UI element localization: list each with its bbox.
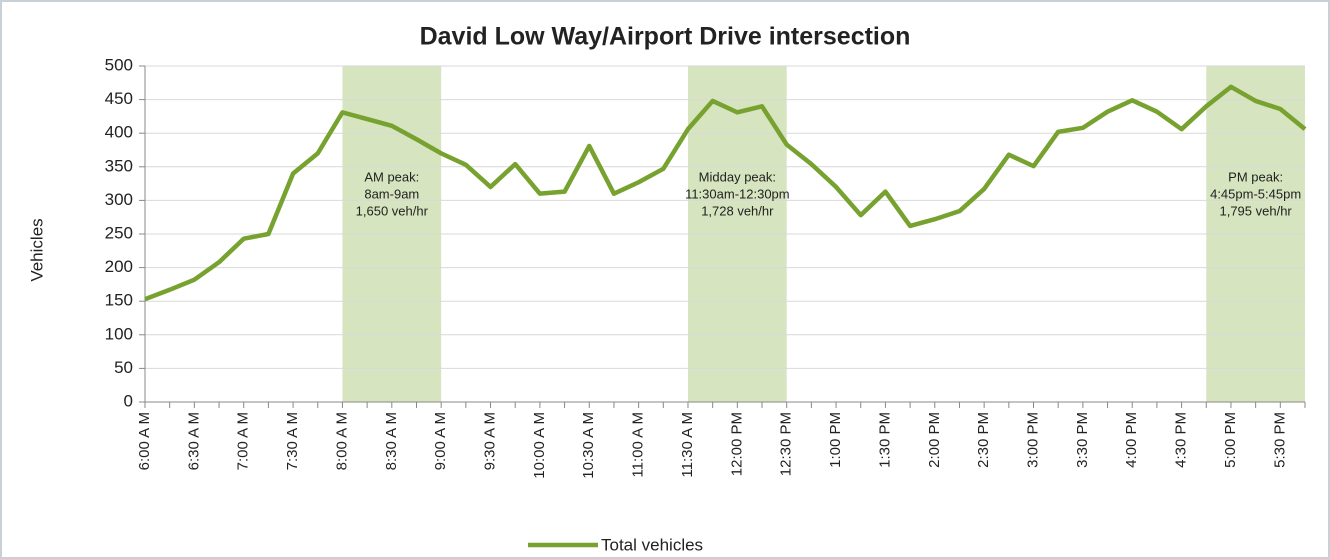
chart-title: David Low Way/Airport Drive intersection	[420, 23, 911, 51]
y-tick-label: 100	[105, 324, 133, 343]
x-tick-label: 11:00 A M	[630, 412, 647, 478]
x-tick-label: 1:30 PM	[876, 412, 893, 468]
x-tick-label: 8:00 A M	[333, 412, 350, 470]
x-tick-label: 7:00 A M	[235, 412, 252, 470]
x-tick-label: 5:00 PM	[1222, 412, 1239, 468]
data-line	[144, 84, 1307, 302]
x-tick-label: 10:30 A M	[580, 412, 597, 479]
y-axis-label: Vehicles	[27, 218, 46, 281]
x-tick-label: 6:30 A M	[185, 412, 202, 470]
x-tick-label: 6:00 A M	[136, 412, 153, 470]
y-tick-label: 50	[114, 358, 133, 377]
x-tick-label: 7:30 A M	[284, 412, 301, 470]
y-tick-label: 350	[105, 156, 133, 175]
peak-annotation: 1,728 veh/hr	[701, 203, 774, 218]
x-tick-label: 9:00 A M	[432, 412, 449, 470]
x-tick-label: 3:00 PM	[1024, 412, 1041, 468]
x-tick-label: 9:30 A M	[482, 412, 499, 470]
peak-annotation: 1,650 veh/hr	[356, 203, 429, 218]
y-tick-label: 0	[124, 391, 133, 410]
x-tick-label: 11:30 A M	[679, 412, 696, 478]
y-tick-label: 250	[105, 223, 133, 242]
y-tick-label: 300	[105, 190, 133, 209]
peak-annotation: 1,795 veh/hr	[1219, 203, 1292, 218]
legend-label: Total vehicles	[601, 535, 703, 554]
x-tick-label: 12:00 PM	[728, 412, 745, 476]
x-tick-label: 4:30 PM	[1173, 412, 1190, 468]
y-tick-label: 400	[105, 123, 133, 142]
x-tick-label: 10:00 A M	[531, 412, 548, 479]
x-tick-label: 2:30 PM	[975, 412, 992, 468]
peak-annotation: PM peak:	[1228, 169, 1283, 184]
x-tick-label: 4:00 PM	[1123, 412, 1140, 468]
y-tick-label: 450	[105, 89, 133, 108]
peak-annotation: AM peak:	[364, 169, 419, 184]
y-tick-label: 200	[105, 257, 133, 276]
peak-annotation: 11:30am-12:30pm	[685, 186, 790, 201]
x-tick-label: 5:30 PM	[1271, 412, 1288, 468]
x-tick-label: 3:30 PM	[1074, 412, 1091, 468]
x-tick-label: 2:00 PM	[926, 412, 943, 468]
y-tick-label: 150	[105, 291, 133, 310]
x-tick-label: 12:30 PM	[778, 412, 795, 476]
peak-annotation: 4:45pm-5:45pm	[1210, 186, 1301, 201]
peak-annotation: Midday peak:	[699, 169, 776, 184]
peak-annotation: 8am-9am	[364, 186, 419, 201]
x-tick-label: 1:00 PM	[827, 412, 844, 468]
x-tick-label: 8:30 A M	[383, 412, 400, 470]
y-tick-label: 500	[105, 55, 133, 74]
